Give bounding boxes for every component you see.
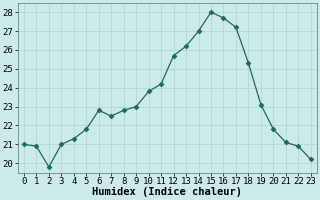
X-axis label: Humidex (Indice chaleur): Humidex (Indice chaleur)	[92, 187, 242, 197]
